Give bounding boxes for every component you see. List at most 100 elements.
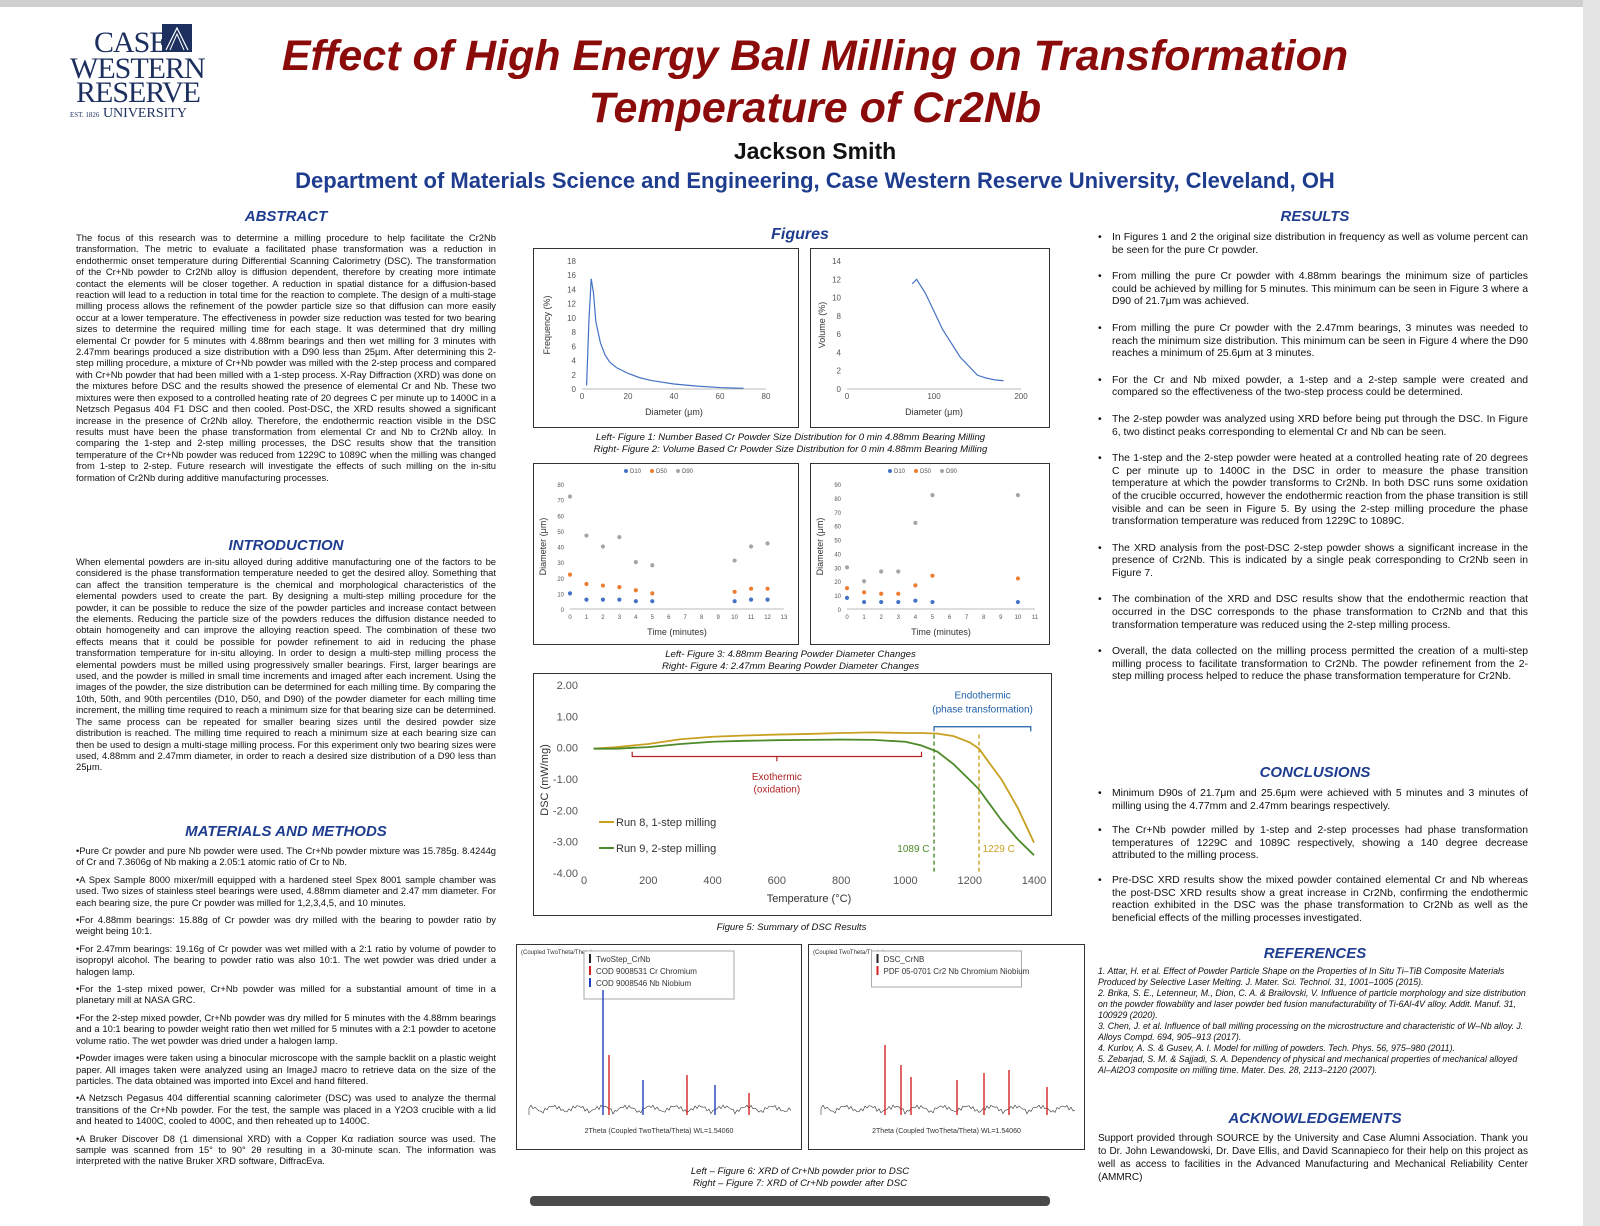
methods-item: •A Bruker Discover D8 (1 dimensional XRD… (76, 1132, 496, 1167)
x-tick-label: 9 (999, 615, 1003, 621)
x-tick-label: 60 (716, 392, 725, 401)
y-tick-label: 30 (557, 561, 564, 567)
figure-5-box: 0 200 400 600 800 1000 1200 1400 2.00 1.00 0.00 -1.… (533, 673, 1052, 916)
y-tick-label: 12 (567, 300, 576, 309)
data-point (844, 586, 850, 591)
annotation-1089: 1089 C (897, 844, 929, 855)
legend-marker (676, 469, 680, 473)
logo-line-2: WESTERN (70, 52, 206, 85)
x-tick-label: 1200 (957, 875, 981, 887)
reference-item: 2. Brika, S. E., Letenneur, M., Dion, C.… (1098, 988, 1526, 1020)
data-point (930, 599, 935, 605)
methods-item: •For the 2-step mixed powder, Cr+Nb powd… (76, 1011, 496, 1046)
data-point (633, 599, 638, 604)
data-point (930, 493, 935, 498)
x-tick-label: 2 (601, 615, 605, 621)
figure-2-box: 0 100 200 0 2 4 6 8 10 12 14 Diameter (μm) Volume (%… (810, 248, 1050, 428)
window-top-band (0, 0, 1600, 7)
y-tick-label: 10 (834, 594, 841, 600)
acknowledgements-text: Support provided through SOURCE by the U… (1098, 1133, 1528, 1183)
data-point (617, 535, 622, 540)
y-tick-label: 2.00 (557, 680, 578, 692)
x-tick-label: 0 (580, 392, 585, 401)
x-tick-label: 8 (700, 615, 704, 621)
data-point (600, 583, 606, 588)
x-axis-label: Diameter (μm) (905, 407, 963, 417)
y-tick-label: 80 (557, 483, 564, 489)
data-point (650, 591, 655, 596)
legend-label: D90 (682, 469, 694, 475)
x-tick-label: 100 (927, 392, 941, 401)
results-heading: RESULTS (1280, 208, 1350, 225)
acknowledgements-heading: ACKNOWLEDGEMENTS (1228, 1110, 1402, 1127)
endothermic-bracket (933, 726, 1032, 732)
logo-line-3: RESERVE (76, 76, 201, 109)
x-tick-label: 5 (651, 615, 655, 621)
y-tick-label: 18 (567, 257, 576, 266)
results-item: The XRD analysis from the post-DSC 2-ste… (1098, 543, 1528, 581)
legend-marker (624, 469, 628, 473)
x-tick-label: 8 (982, 615, 986, 621)
results-item: From milling the pure Cr powder with the… (1098, 323, 1528, 361)
x-axis-label: 2Theta (Coupled TwoTheta/Theta) WL=1.540… (585, 1128, 734, 1135)
data-point (650, 599, 655, 604)
shield-icon (162, 24, 192, 52)
data-point (861, 599, 867, 605)
data-point (600, 597, 606, 602)
y-tick-label: 70 (834, 511, 841, 517)
horizontal-scrollbar[interactable] (530, 1196, 1050, 1206)
x-tick-label: 3 (897, 615, 901, 621)
y-tick-label: 0 (838, 608, 842, 614)
xrd-header: (Coupled TwoTheta/Theta) (813, 950, 884, 956)
legend-marker (876, 966, 879, 975)
y-tick-label: 50 (834, 539, 841, 545)
y-tick-label: 90 (834, 483, 841, 489)
data-point (765, 597, 770, 602)
y-tick-label: 40 (834, 552, 841, 558)
logo-tagline: EST. 1826 UNIVERSITY (70, 106, 187, 121)
caption-fig-3-4: Left- Figure 3: 4.88mm Bearing Powder Di… (661, 649, 920, 672)
x-tick-label: 600 (768, 875, 786, 887)
data-point (861, 590, 867, 595)
y-tick-label: 80 (834, 497, 841, 503)
y-tick-label: 10 (557, 592, 564, 598)
data-point (584, 581, 589, 587)
data-point (861, 579, 867, 584)
data-point (879, 591, 884, 596)
results-item: For the Cr and Nb mixed powder, a 1-step… (1098, 375, 1528, 400)
legend-marker (876, 954, 879, 963)
figure-7-box: (Coupled TwoTheta/Theta) DSC_CrNB PDF 05-0… (808, 944, 1085, 1150)
x-tick-label: 12 (764, 615, 771, 621)
exothermic-label: (oxidation) (754, 785, 801, 796)
x-tick-label: 3 (618, 615, 622, 621)
window-right-edge (1583, 0, 1600, 1226)
data-point (617, 597, 622, 602)
data-point (896, 569, 901, 574)
x-tick-label: 200 (639, 875, 657, 887)
abstract-text: The focus of this research was to determ… (76, 232, 496, 483)
x-tick-label: 10 (731, 615, 738, 621)
y-tick-label: -4.00 (553, 868, 578, 880)
data-point (844, 595, 850, 600)
figure-6-chart: (Coupled TwoTheta/Theta) TwoStep_CrNb COD … (521, 950, 792, 1135)
y-axis-label: Volume (%) (817, 302, 827, 349)
data-point (913, 583, 918, 588)
methods-item: •Pure Cr powder and pure Nb powder were … (76, 845, 496, 868)
data-point (748, 597, 754, 602)
x-tick-label: 1400 (1022, 875, 1046, 887)
caption-fig-6-7: Left – Figure 6: XRD of Cr+Nb powder pri… (690, 1166, 910, 1189)
x-axis-label: Diameter (μm) (645, 407, 703, 417)
data-point (1015, 599, 1021, 605)
x-tick-label: 0 (568, 615, 572, 621)
reference-item: 1. Attar, H. et al. Effect of Powder Par… (1098, 966, 1505, 987)
x-tick-label: 4 (634, 615, 638, 621)
y-tick-label: 14 (567, 285, 576, 294)
data-point (748, 586, 754, 591)
data-point (567, 494, 573, 499)
legend-label: D10 (894, 469, 906, 475)
x-tick-label: 6 (948, 615, 952, 621)
legend-label: PDF 05-0701 Cr2 Nb Chromium Niobium (884, 967, 1030, 976)
legend-label: TwoStep_CrNb (596, 955, 651, 964)
xrd-header: (Coupled TwoTheta/Theta) (521, 950, 592, 956)
y-tick-label: -3.00 (553, 837, 578, 849)
